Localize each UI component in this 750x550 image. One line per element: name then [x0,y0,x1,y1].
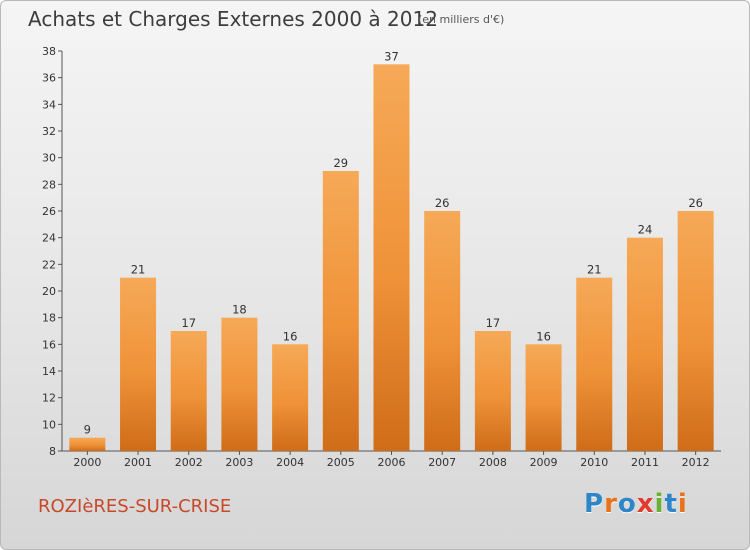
commune-name: ROZIèRES-SUR-CRISE [38,496,232,517]
bar-value-label: 18 [232,303,247,317]
logo-letter: i [677,489,688,519]
logo-letter: P [584,489,605,519]
y-tick-label: 22 [42,258,56,271]
y-tick-label: 10 [42,418,56,431]
proxiti-logo[interactable]: Proxiti [584,489,688,519]
chart-axes: 8 10 12 14 16 18 20 22 24 26 28 30 32 34 36 38 2000 2001 2… [42,45,721,469]
chart-subtitle: (en milliers d'€) [418,13,505,26]
x-tick-label: 2009 [530,456,558,469]
chart-title: Achats et Charges Externes 2000 à 2012 [28,7,438,31]
bar-value-label: 16 [283,329,298,343]
bar-value-label: 37 [384,49,399,63]
bar [424,211,461,451]
bar-value-label: 17 [181,316,196,330]
bar [272,344,309,451]
x-tick-label: 2011 [631,456,659,469]
y-tick-label: 16 [42,338,56,351]
y-tick-label: 32 [42,125,56,138]
bar [170,331,207,451]
bar-value-label: 9 [84,423,91,437]
bar [474,331,511,451]
x-tick-label: 2006 [378,456,406,469]
x-tick-label: 2003 [225,456,253,469]
y-tick-label: 18 [42,312,56,325]
logo-letter: i [654,489,665,519]
bar [677,211,714,451]
y-tick-label: 20 [42,285,56,298]
bar-value-label: 16 [536,329,551,343]
logo-letter: r [604,489,618,519]
x-tick-label: 2004 [276,456,304,469]
logo-letter: x [636,489,655,519]
y-tick-label: 8 [49,445,56,458]
logo-letter: t [664,489,678,519]
bar-value-label: 24 [638,223,653,237]
bar-value-label: 21 [587,263,602,277]
bar [120,277,157,451]
y-tick-label: 34 [42,98,56,111]
x-tick-label: 2008 [479,456,507,469]
x-tick-label: 2002 [175,456,203,469]
bar-value-label: 17 [486,316,501,330]
bar-value-label: 21 [131,263,146,277]
bar-value-label: 26 [435,196,450,210]
bar [322,171,359,451]
y-tick-label: 26 [42,205,56,218]
x-tick-label: 2005 [327,456,355,469]
bar [373,64,410,452]
y-tick-label: 24 [42,232,56,245]
bar [576,277,613,451]
y-tick-label: 38 [42,45,56,58]
x-tick-label: 2012 [682,456,710,469]
y-tick-label: 36 [42,72,56,85]
x-tick-label: 2007 [428,456,456,469]
bar-value-label: 26 [688,196,703,210]
x-tick-label: 2001 [124,456,152,469]
x-tick-label: 2010 [580,456,608,469]
logo-letter: o [617,489,637,519]
bar [221,317,258,451]
y-tick-label: 30 [42,152,56,165]
bar-value-label: 29 [333,156,348,170]
bar [69,437,106,451]
chart-bars: 9 21 17 18 16 29 37 26 17 16 21 24 26 [69,49,714,452]
y-tick-label: 12 [42,392,56,405]
y-tick-label: 28 [42,178,56,191]
bar [525,344,562,451]
bar [626,237,663,451]
y-tick-label: 14 [42,365,56,378]
x-tick-label: 2000 [73,456,101,469]
